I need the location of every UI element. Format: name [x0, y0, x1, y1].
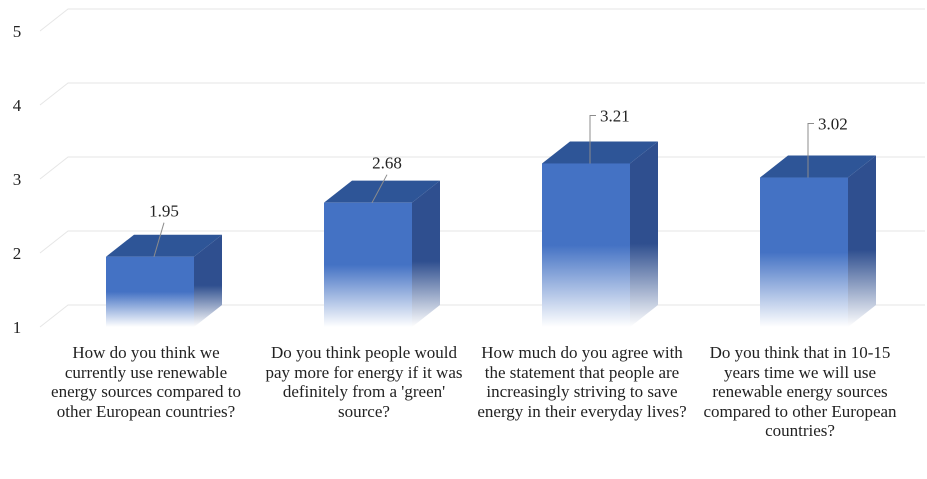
category-label-3: How much do you agree with the statement…: [477, 343, 687, 421]
gridline: [39, 8, 925, 32]
bar-side-face: [412, 180, 440, 327]
y-tick-label: 5: [13, 22, 22, 41]
data-label: 2.68: [372, 154, 402, 173]
data-label-leader: [807, 123, 814, 178]
bar-2: [324, 180, 440, 327]
category-label-1: How do you think we currently use renewa…: [51, 343, 241, 421]
data-label: 3.02: [818, 115, 848, 134]
y-axis-ticks: 1 2 3 4 5: [13, 22, 22, 337]
bar-top-face: [542, 141, 658, 164]
bar-side-face: [194, 234, 222, 327]
data-label: 3.21: [600, 106, 630, 125]
gridline: [39, 82, 925, 106]
bar-top-face: [324, 180, 440, 203]
bar-front-face: [542, 163, 630, 327]
data-label: 1.95: [149, 202, 179, 221]
bar-1: [106, 234, 222, 327]
bar-3: [542, 141, 658, 327]
bar-side-face: [630, 141, 658, 327]
y-tick-label: 2: [13, 244, 22, 263]
category-label-4: Do you think that in 10-15 years time we…: [703, 343, 897, 440]
y-tick-label: 1: [13, 318, 22, 337]
data-label-leader: [153, 222, 165, 257]
data-label-leader: [371, 174, 388, 203]
y-tick-label: 4: [13, 96, 22, 115]
bars: [106, 141, 876, 327]
bar-top-face: [106, 234, 222, 257]
bar-front-face: [760, 177, 848, 327]
bar-4: [760, 155, 876, 327]
bar-side-face: [848, 155, 876, 327]
category-label-2: Do you think people would pay more for e…: [265, 343, 463, 421]
data-label-leader: [589, 114, 596, 164]
bar-front-face: [106, 256, 194, 327]
bar-top-face: [760, 155, 876, 178]
data-labels: 1.95 2.68 3.21 3.02: [149, 106, 848, 257]
bar-front-face: [324, 202, 412, 327]
y-tick-label: 3: [13, 170, 22, 189]
